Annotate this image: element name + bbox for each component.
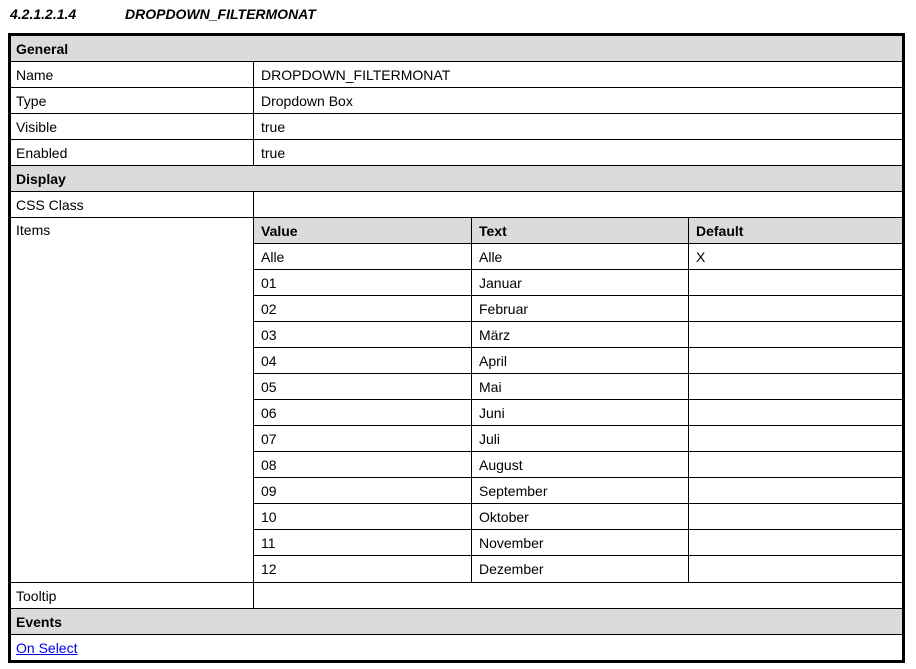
item-row: 05 Mai: [254, 374, 902, 400]
table-row-items: Items Value Text Default Alle Alle X 01 …: [11, 218, 902, 583]
item-text: Juli: [472, 426, 689, 451]
item-text: Dezember: [472, 556, 689, 582]
item-row: 11 November: [254, 530, 902, 556]
item-value: 03: [254, 322, 472, 347]
item-value: 07: [254, 426, 472, 451]
section-header-general: General: [11, 36, 902, 62]
item-default: [689, 530, 902, 555]
item-row: 02 Februar: [254, 296, 902, 322]
property-label: Tooltip: [11, 583, 254, 608]
table-row-on-select: On Select: [11, 635, 902, 660]
page-title: DROPDOWN_FILTERMONAT: [125, 6, 316, 22]
item-text: August: [472, 452, 689, 477]
item-row: 10 Oktober: [254, 504, 902, 530]
column-header-default: Default: [696, 222, 744, 239]
item-text: Januar: [472, 270, 689, 295]
item-value: 10: [254, 504, 472, 529]
item-row: 03 März: [254, 322, 902, 348]
item-value: 11: [254, 530, 472, 555]
item-text: April: [472, 348, 689, 373]
item-row: Alle Alle X: [254, 244, 902, 270]
item-default: [689, 504, 902, 529]
item-default: [689, 400, 902, 425]
property-value: Dropdown Box: [261, 92, 353, 109]
item-row: 12 Dezember: [254, 556, 902, 582]
item-default: [689, 296, 902, 321]
table-row-type: Type Dropdown Box: [11, 88, 902, 114]
table-row-enabled: Enabled true: [11, 140, 902, 166]
section-number: 4.2.1.2.1.4: [10, 6, 77, 22]
item-text: November: [472, 530, 689, 555]
property-label: Type: [11, 88, 254, 113]
item-default: X: [696, 248, 706, 265]
property-label: Visible: [11, 114, 254, 139]
item-text: Mai: [472, 374, 689, 399]
item-row: 09 September: [254, 478, 902, 504]
item-text: Februar: [472, 296, 689, 321]
property-label: CSS Class: [11, 192, 254, 217]
section-header-events: Events: [11, 609, 902, 635]
column-header-text: Text: [472, 218, 689, 243]
table-row-css-class: CSS Class: [11, 192, 902, 218]
item-text: März: [472, 322, 689, 347]
item-value: 02: [254, 296, 472, 321]
item-value: 12: [254, 556, 472, 582]
items-nested-table: Value Text Default Alle Alle X 01 Januar…: [254, 218, 902, 582]
item-text: September: [472, 478, 689, 503]
property-value: [254, 583, 902, 608]
section-heading: 4.2.1.2.1.4 DROPDOWN_FILTERMONAT: [10, 6, 316, 22]
property-value: true: [261, 144, 286, 161]
property-label: Name: [11, 62, 254, 87]
item-value: 05: [254, 374, 472, 399]
item-default: [689, 478, 902, 503]
item-row: 06 Juni: [254, 400, 902, 426]
item-value: 08: [254, 452, 472, 477]
property-label: Enabled: [11, 140, 254, 165]
item-default: [689, 426, 902, 451]
item-default: [689, 556, 902, 582]
item-text: Alle: [472, 244, 689, 269]
table-row-tooltip: Tooltip: [11, 583, 902, 609]
property-value: DROPDOWN_FILTERMONAT: [261, 66, 451, 83]
item-default: [689, 374, 902, 399]
property-value: [254, 192, 902, 217]
table-row-visible: Visible true: [11, 114, 902, 140]
item-row: 08 August: [254, 452, 902, 478]
item-row: 04 April: [254, 348, 902, 374]
property-value: true: [261, 118, 286, 135]
property-table: General Name DROPDOWN_FILTERMONAT Type D…: [8, 33, 905, 663]
item-value: 04: [254, 348, 472, 373]
item-default: [689, 348, 902, 373]
item-default: [689, 452, 902, 477]
section-header-display: Display: [11, 166, 902, 192]
item-text: Oktober: [472, 504, 689, 529]
item-text: Juni: [472, 400, 689, 425]
item-default: [689, 270, 902, 295]
item-value: 01: [254, 270, 472, 295]
item-value: Alle: [254, 244, 472, 269]
item-row: 01 Januar: [254, 270, 902, 296]
item-default: [689, 322, 902, 347]
property-label: Items: [11, 218, 254, 582]
item-row: 07 Juli: [254, 426, 902, 452]
item-value: 09: [254, 478, 472, 503]
items-header-row: Value Text Default: [254, 218, 902, 244]
column-header-value: Value: [254, 218, 472, 243]
on-select-link[interactable]: On Select: [16, 639, 78, 656]
item-value: 06: [254, 400, 472, 425]
table-row-name: Name DROPDOWN_FILTERMONAT: [11, 62, 902, 88]
